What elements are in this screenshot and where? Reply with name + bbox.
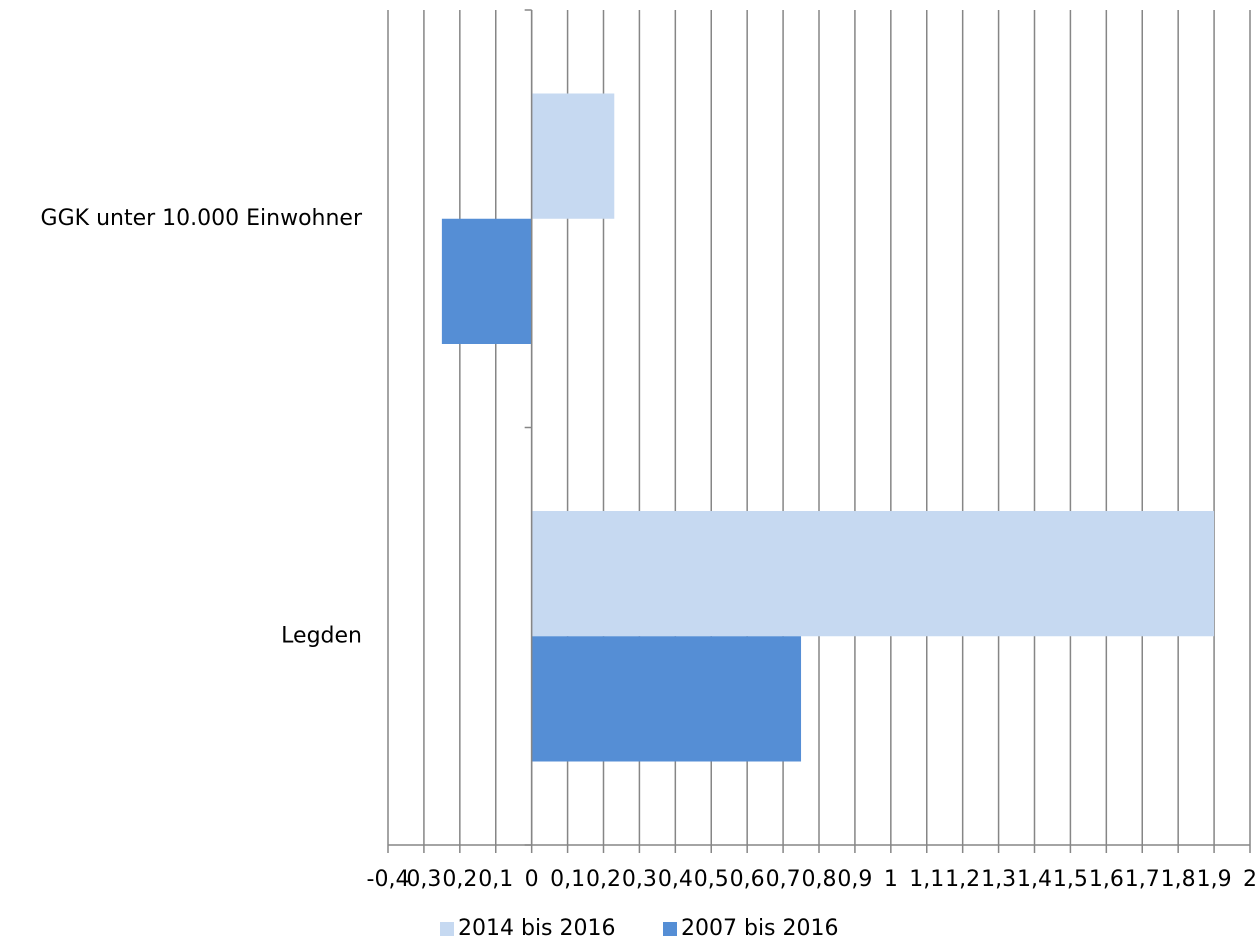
x-tick-label-11: 0,7 — [766, 867, 801, 892]
x-tick-label-10: 0,6 — [730, 867, 765, 892]
x-tick-label-1: 0,3 — [406, 867, 441, 892]
x-tick-label-0: -0,4 — [367, 867, 410, 892]
legend-swatch-2 — [663, 922, 677, 936]
bars — [441, 93, 1215, 762]
x-tick-label-15: 1,1 — [909, 867, 944, 892]
bar-2-series-2 — [531, 636, 802, 762]
x-tick-label-12: 0,8 — [802, 867, 837, 892]
gridlines — [387, 10, 1251, 845]
x-tick-label-17: 1,3 — [981, 867, 1016, 892]
x-tick-label-3: 0,1 — [478, 867, 513, 892]
legend-label-2: 2007 bis 2016 — [681, 916, 839, 941]
x-tick-label-6: 0,2 — [586, 867, 621, 892]
x-tick-label-13: 0,9 — [837, 867, 872, 892]
x-tick-label-20: 1,6 — [1089, 867, 1124, 892]
x-tick-label-5: 0,1 — [550, 867, 585, 892]
bar-1-series-1 — [531, 93, 615, 219]
bar-1-series-2 — [441, 218, 532, 344]
x-tick-label-8: 0,4 — [658, 867, 693, 892]
x-tick-label-2: 0,2 — [442, 867, 477, 892]
bar-2-series-1 — [531, 511, 1215, 637]
legend-swatch-1 — [440, 922, 454, 936]
x-axis-tick-labels: -0,40,3 0,2 0,1 0 0,1 0,2 0,3 0,4 0,5 0,6 0,7 0,8 0,… — [367, 867, 1257, 892]
category-label-2: Legden — [281, 623, 362, 648]
x-tick-label-23: 1,9 — [1197, 867, 1232, 892]
x-tick-label-21: 1,7 — [1125, 867, 1160, 892]
category-label-1: GGK unter 10.000 Einwohner — [41, 206, 363, 231]
x-tick-label-14: 1 — [884, 867, 898, 892]
x-tick-label-22: 1,8 — [1161, 867, 1196, 892]
x-tick-label-7: 0,3 — [622, 867, 657, 892]
axes — [387, 9, 1251, 853]
x-tick-label-24: 2 — [1243, 867, 1257, 892]
category-labels: GGK unter 10.000 Einwohner Legden — [41, 206, 363, 649]
x-tick-label-9: 0,5 — [694, 867, 729, 892]
x-tick-label-19: 1,5 — [1053, 867, 1088, 892]
legend: 2014 bis 2016 2007 bis 2016 — [440, 916, 839, 941]
x-tick-label-16: 1,2 — [945, 867, 980, 892]
x-tick-label-4: 0 — [525, 867, 539, 892]
legend-label-1: 2014 bis 2016 — [458, 916, 616, 941]
x-tick-label-18: 1,4 — [1017, 867, 1052, 892]
